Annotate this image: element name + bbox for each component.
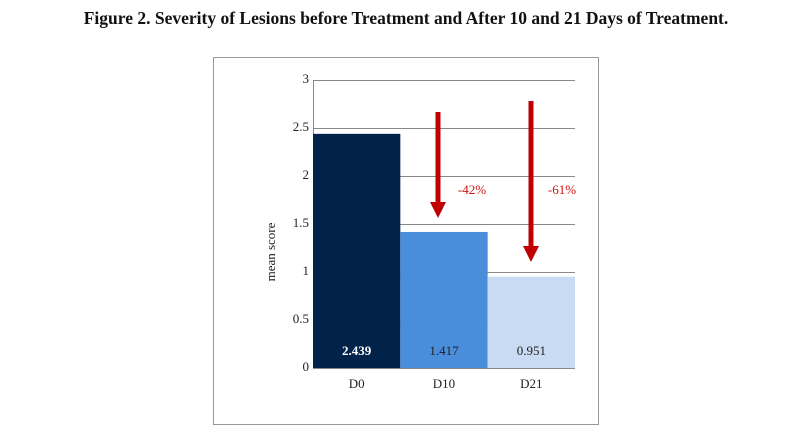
y-tick-label: 2.5 — [293, 119, 309, 134]
x-tick-label: D0 — [349, 376, 365, 391]
value-label: 1.417 — [429, 343, 459, 358]
y-tick-label: 0.5 — [293, 311, 309, 326]
y-tick-label: 3 — [303, 71, 310, 86]
y-axis-label: mean score — [263, 222, 278, 281]
x-tick-label: D21 — [520, 376, 542, 391]
value-label: 0.951 — [517, 343, 546, 358]
y-tick-label: 1 — [303, 263, 310, 278]
annotation-label: -61% — [548, 182, 576, 197]
chart-title: Figure 2. Severity of Lesions before Tre… — [84, 8, 729, 28]
bar — [400, 231, 488, 368]
chart-frame — [213, 57, 599, 425]
annotation-label: -42% — [458, 182, 486, 197]
y-tick-label: 1.5 — [293, 215, 309, 230]
value-label: 2.439 — [342, 343, 372, 358]
y-tick-label: 0 — [303, 359, 310, 374]
y-tick-label: 2 — [303, 167, 310, 182]
bar — [313, 133, 401, 368]
x-tick-label: D10 — [433, 376, 455, 391]
bar — [487, 276, 575, 368]
